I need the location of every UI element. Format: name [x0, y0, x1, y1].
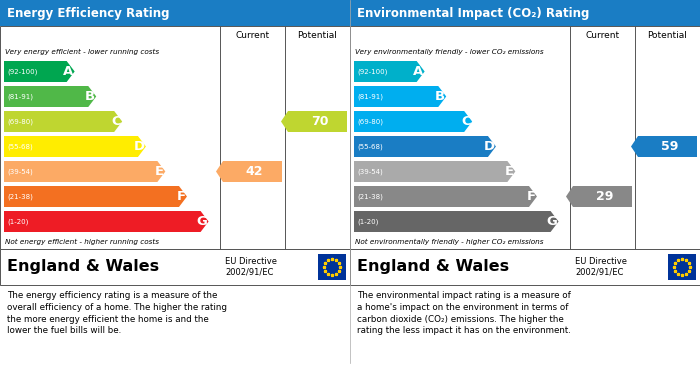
Polygon shape — [354, 111, 472, 132]
Text: (1-20): (1-20) — [357, 218, 379, 225]
Text: Potential: Potential — [298, 30, 337, 39]
Text: (21-38): (21-38) — [357, 193, 383, 200]
Text: E: E — [155, 165, 164, 178]
Text: F: F — [527, 190, 536, 203]
Polygon shape — [281, 111, 347, 132]
Polygon shape — [4, 86, 96, 107]
Polygon shape — [354, 161, 515, 182]
Polygon shape — [354, 86, 446, 107]
Polygon shape — [4, 186, 187, 207]
Text: The environmental impact rating is a measure of
a home's impact on the environme: The environmental impact rating is a mea… — [357, 291, 571, 335]
Text: Very energy efficient - lower running costs: Very energy efficient - lower running co… — [5, 48, 159, 55]
Polygon shape — [566, 186, 632, 207]
Bar — [668, 254, 696, 280]
Polygon shape — [354, 211, 559, 232]
Text: D: D — [134, 140, 145, 153]
Polygon shape — [216, 161, 282, 182]
Text: (69-80): (69-80) — [357, 118, 383, 125]
Text: England & Wales: England & Wales — [7, 260, 159, 274]
Polygon shape — [4, 211, 209, 232]
Text: A: A — [414, 65, 424, 78]
Text: A: A — [64, 65, 74, 78]
Polygon shape — [354, 186, 537, 207]
Text: C: C — [461, 115, 471, 128]
Bar — [350, 249, 700, 285]
Polygon shape — [4, 61, 75, 82]
Text: (55-68): (55-68) — [357, 143, 383, 150]
Polygon shape — [631, 136, 697, 157]
Text: Potential: Potential — [648, 30, 687, 39]
Text: Environmental Impact (CO₂) Rating: Environmental Impact (CO₂) Rating — [357, 7, 589, 20]
Text: (69-80): (69-80) — [7, 118, 33, 125]
Text: 59: 59 — [661, 140, 678, 153]
Text: 29: 29 — [596, 190, 613, 203]
Text: The energy efficiency rating is a measure of the
overall efficiency of a home. T: The energy efficiency rating is a measur… — [7, 291, 227, 335]
Text: Not energy efficient - higher running costs: Not energy efficient - higher running co… — [5, 239, 159, 244]
Polygon shape — [4, 161, 165, 182]
Polygon shape — [4, 111, 122, 132]
Text: (81-91): (81-91) — [357, 93, 383, 100]
Text: Current: Current — [585, 30, 620, 39]
Text: B: B — [85, 90, 95, 103]
Text: (92-100): (92-100) — [357, 68, 387, 75]
Bar — [0, 249, 350, 285]
Bar — [0, 0, 350, 26]
Text: G: G — [197, 215, 208, 228]
Text: (39-54): (39-54) — [7, 168, 33, 175]
Text: G: G — [547, 215, 558, 228]
Text: Very environmentally friendly - lower CO₂ emissions: Very environmentally friendly - lower CO… — [355, 48, 544, 55]
Text: B: B — [435, 90, 445, 103]
Text: (92-100): (92-100) — [7, 68, 37, 75]
Bar — [350, 26, 700, 249]
Text: (21-38): (21-38) — [7, 193, 33, 200]
Polygon shape — [4, 136, 146, 157]
Text: C: C — [111, 115, 121, 128]
Text: (81-91): (81-91) — [7, 93, 33, 100]
Text: E: E — [505, 165, 514, 178]
Text: England & Wales: England & Wales — [357, 260, 509, 274]
Polygon shape — [354, 61, 425, 82]
Text: 70: 70 — [311, 115, 328, 128]
Text: Energy Efficiency Rating: Energy Efficiency Rating — [7, 7, 169, 20]
Bar — [0, 26, 350, 249]
Text: EU Directive
2002/91/EC: EU Directive 2002/91/EC — [225, 257, 277, 277]
Bar — [350, 0, 700, 26]
Text: (1-20): (1-20) — [7, 218, 29, 225]
Text: (55-68): (55-68) — [7, 143, 33, 150]
Text: EU Directive
2002/91/EC: EU Directive 2002/91/EC — [575, 257, 627, 277]
Text: F: F — [177, 190, 186, 203]
Text: D: D — [484, 140, 495, 153]
Text: (39-54): (39-54) — [357, 168, 383, 175]
Text: 42: 42 — [246, 165, 263, 178]
Text: Not environmentally friendly - higher CO₂ emissions: Not environmentally friendly - higher CO… — [355, 239, 543, 244]
Bar — [318, 254, 346, 280]
Polygon shape — [354, 136, 496, 157]
Text: Current: Current — [235, 30, 270, 39]
